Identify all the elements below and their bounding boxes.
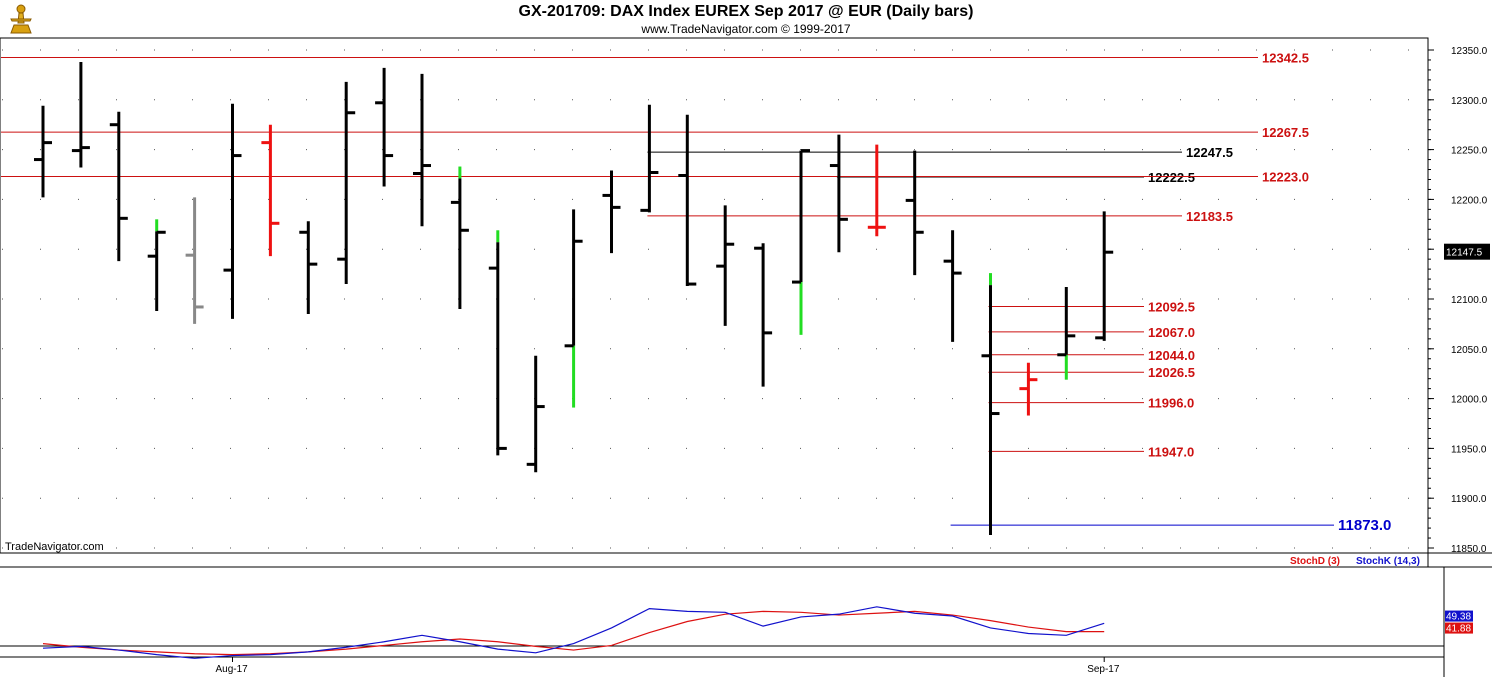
price-tick-label: 12100.0 — [1451, 295, 1488, 306]
price-tick-label: 12200.0 — [1451, 195, 1488, 206]
level-label: 12342.5 — [1262, 50, 1309, 65]
ohlc-bar — [602, 170, 621, 254]
ohlc-bar — [905, 150, 924, 276]
chart-title: GX-201709: DAX Index EUREX Sep 2017 @ EU… — [518, 3, 974, 20]
ohlc-bar — [375, 67, 394, 187]
level-label: 11873.0 — [1338, 517, 1391, 534]
price-tick-label: 11950.0 — [1451, 444, 1487, 455]
ohlc-bar — [34, 105, 52, 198]
chart-header: GX-201709: DAX Index EUREX Sep 2017 @ EU… — [0, 0, 1492, 40]
stoch-d-value: 41.88 — [1446, 624, 1471, 635]
ohlc-bar — [1057, 287, 1076, 380]
price-plot-frame — [0, 37, 1429, 554]
last-price-box — [1444, 243, 1490, 260]
level-label: 12092.5 — [1148, 299, 1195, 314]
stoch-d-line — [42, 610, 1105, 656]
price-tick-label: 12050.0 — [1451, 345, 1488, 356]
ohlc-bar — [792, 149, 810, 335]
stoch-k-value-box — [1445, 610, 1473, 622]
stoch-k-line — [42, 606, 1105, 659]
ohlc-bar — [109, 111, 128, 262]
price-tick-label: 12000.0 — [1451, 395, 1488, 406]
ohlc-bar — [337, 81, 356, 285]
chart-subtitle: www.TradeNavigator.com © 1999-2017 — [641, 22, 851, 36]
level-label: 12267.5 — [1262, 125, 1309, 140]
level-label: 12067.0 — [1148, 325, 1195, 340]
ohlc-bar — [450, 166, 469, 309]
stoch-d-legend: StochD (3) — [1290, 556, 1340, 567]
ohlc-bar — [185, 197, 204, 324]
stoch-k-value: 49.38 — [1446, 612, 1471, 623]
level-label: 12223.0 — [1262, 169, 1309, 184]
price-axis: 12350.012300.012250.012200.012150.012100… — [1428, 46, 1490, 555]
ohlc-bar — [526, 355, 545, 473]
level-label: 12183.5 — [1186, 209, 1233, 224]
ohlc-bar — [829, 134, 848, 253]
price-tick-label: 12350.0 — [1451, 46, 1488, 57]
price-tick-label: 12250.0 — [1451, 146, 1488, 157]
level-label: 12026.5 — [1148, 365, 1195, 380]
date-label: Aug-17 — [216, 664, 249, 675]
ohlc-bar — [71, 61, 90, 168]
ohlc-bar — [678, 114, 697, 287]
ohlc-bar — [754, 243, 773, 387]
trade-navigator-logo-icon — [10, 4, 32, 34]
ohlc-bar — [640, 104, 659, 213]
level-label: 11996.0 — [1148, 396, 1194, 411]
last-price-label: 12147.5 — [1446, 248, 1483, 259]
level-label: 12247.5 — [1186, 145, 1233, 160]
ohlc-bar — [716, 205, 735, 326]
ohlc-bar — [981, 273, 1000, 536]
ohlc-bar — [299, 221, 318, 314]
stoch-d-value-box — [1445, 622, 1473, 634]
ohlc-bar — [564, 209, 583, 408]
level-label: 11947.0 — [1148, 444, 1194, 459]
ohlc-bar — [413, 73, 431, 227]
ohlc-bars — [34, 61, 1114, 536]
ohlc-bar — [147, 219, 166, 311]
ohlc-bar — [943, 230, 962, 342]
ohlc-bar — [223, 103, 242, 319]
price-tick-label: 11850.0 — [1451, 544, 1487, 555]
watermark-text: TradeNavigator.com — [5, 541, 104, 553]
date-label: Sep-17 — [1087, 664, 1120, 675]
level-lines: 12342.5 12267.5 12247.5 12222.5 12223.0 12183… — [1, 50, 1391, 534]
price-tick-label: 11900.0 — [1451, 494, 1487, 505]
level-label: 12222.5 — [1148, 170, 1195, 185]
price-tick-label: 12300.0 — [1451, 96, 1488, 107]
ohlc-bar — [1019, 362, 1038, 416]
grid-layer — [0, 37, 1429, 554]
ohlc-bar — [488, 230, 507, 456]
ohlc-bar — [261, 124, 280, 257]
ohlc-bar — [867, 144, 886, 237]
stoch-k-legend: StochK (14,3) — [1356, 556, 1420, 567]
level-label: 12044.0 — [1148, 348, 1195, 363]
ohlc-bar — [1095, 211, 1114, 341]
